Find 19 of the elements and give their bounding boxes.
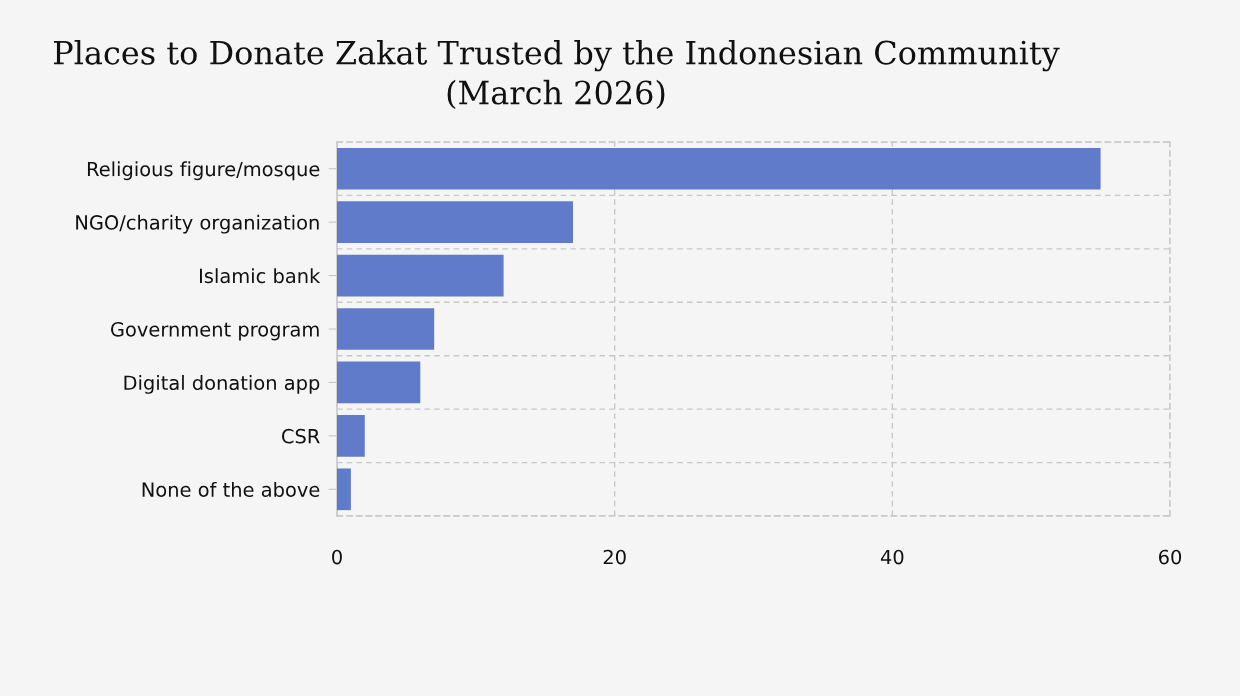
bar xyxy=(337,201,574,243)
y-tick-label: CSR xyxy=(281,428,320,444)
x-tick-label: 40 xyxy=(880,549,904,565)
bar xyxy=(337,254,504,297)
x-tick-label: 60 xyxy=(1158,549,1182,565)
x-tick-label: 0 xyxy=(332,549,342,565)
bar xyxy=(337,468,351,511)
y-tick-label: Islamic bank xyxy=(200,268,321,284)
bar xyxy=(337,147,1101,190)
chart-title: Places to Donate Zakat Trusted by the Indonesian Community (March 2026) xyxy=(53,40,1060,110)
bar xyxy=(337,361,421,404)
y-tick-label: Government program xyxy=(110,321,319,341)
x-tick-label: 20 xyxy=(603,549,626,565)
y-tick-label: None of the above xyxy=(142,481,320,497)
bar xyxy=(337,415,365,457)
y-tick-label: Religious figure/mosque xyxy=(87,161,320,181)
bar xyxy=(337,308,435,350)
y-tick-label: Digital donation app xyxy=(124,375,320,394)
y-tick-label: NGO/charity organization xyxy=(76,214,319,234)
